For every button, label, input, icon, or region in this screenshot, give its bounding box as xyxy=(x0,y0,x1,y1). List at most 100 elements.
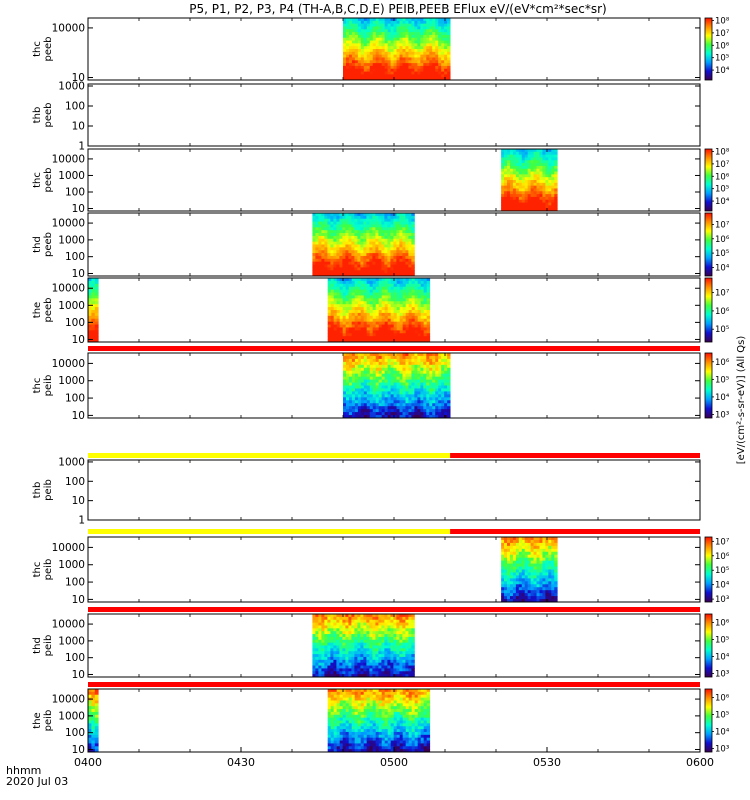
panel-3: 10 100 1000 10000 thc peeb 10⁴ 10⁵ 10⁶ 10⁷ 10⁸ xyxy=(32,147,730,215)
y-tick-label: 1000 xyxy=(58,635,85,647)
panel-frame xyxy=(87,148,701,212)
panel-7: 1 10 100 1000 thb peib xyxy=(32,456,701,527)
colorbar-tick-label: 10⁵ xyxy=(715,54,729,64)
spectrogram-block xyxy=(343,18,451,81)
colorbar-tick-label: 10³ xyxy=(715,745,729,755)
panel-label: thc xyxy=(32,172,43,188)
colorbar-tick-label: 10⁴ xyxy=(715,393,730,403)
colorbar: 10⁵ 10⁶ 10⁷ xyxy=(704,277,730,343)
colorbar-tick-label: 10³ xyxy=(715,595,729,605)
panel-6: 10 100 1000 10000 thc peib 10³ 10⁴ 10⁵ 10⁶ xyxy=(32,352,730,422)
panel-label: peib xyxy=(43,375,54,397)
colorbar: 10⁴ 10⁵ 10⁶ 10⁷ xyxy=(704,212,730,277)
colorbar-tick-label: 10⁵ xyxy=(715,185,729,195)
y-tick-label: 10 xyxy=(72,121,85,133)
y-tick-label: 100 xyxy=(65,476,85,488)
spectrogram-block xyxy=(501,537,558,603)
colorbar-tick-label: 10³ xyxy=(715,670,729,680)
x-tick-label: 0530 xyxy=(533,756,561,769)
panel-frame xyxy=(87,459,701,521)
colorbar: 10³ 10⁴ 10⁵ 10⁶ xyxy=(704,352,730,420)
status-bar xyxy=(88,607,700,612)
panel-label: peib xyxy=(43,635,54,657)
x-tick-label: 0430 xyxy=(227,756,255,769)
y-tick-label: 1000 xyxy=(58,170,85,182)
colorbar-tick-label: 10⁷ xyxy=(715,220,730,230)
panel-label: peeb xyxy=(43,298,54,323)
y-tick-label: 100 xyxy=(65,577,85,589)
panel-label: peeb xyxy=(43,168,54,193)
colorbar-tick-label: 10⁶ xyxy=(715,619,730,629)
status-segment xyxy=(88,529,451,534)
spectrogram-block xyxy=(343,353,451,419)
chart-title: P5, P1, P2, P3, P4 (TH-A,B,C,D,E) PEIB,P… xyxy=(189,2,606,16)
status-segment xyxy=(450,529,700,534)
y-tick-label: 10 xyxy=(72,72,85,84)
panel-label: thb xyxy=(32,482,43,499)
y-tick-label: 10000 xyxy=(52,358,85,370)
panel-label: peib xyxy=(43,559,54,581)
panel-2: 1 10 100 1000 thb peeb xyxy=(32,81,701,153)
panel-label: peeb xyxy=(43,103,54,128)
colorbar-tick-label: 10⁸ xyxy=(715,147,730,157)
y-tick-label: 10000 xyxy=(52,619,85,631)
panel-label: the xyxy=(32,712,43,728)
y-tick-label: 1000 xyxy=(58,300,85,312)
status-bar xyxy=(88,682,700,687)
colorbar: 10³ 10⁴ 10⁵ 10⁶ xyxy=(704,613,730,680)
status-segment xyxy=(88,453,451,458)
colorbar-tick-label: 10⁷ xyxy=(715,537,730,547)
colorbar-tick-label: 10⁵ xyxy=(715,325,729,335)
colorbar-tick-label: 10⁵ xyxy=(715,636,729,646)
y-tick-label: 1000 xyxy=(58,456,85,468)
status-segment xyxy=(88,682,700,687)
y-tick-label: 10 xyxy=(72,203,85,215)
y-tick-label: 100 xyxy=(65,186,85,198)
panel-label: thb xyxy=(32,107,43,124)
colorbar-tick-label: 10⁷ xyxy=(715,289,730,299)
panel-label: peeb xyxy=(43,232,54,257)
spectrogram-block xyxy=(501,149,558,212)
colorbar-tick-label: 10⁴ xyxy=(715,653,730,663)
x-tick-label: 0600 xyxy=(686,756,714,769)
y-tick-label: 10 xyxy=(72,410,85,422)
status-bar xyxy=(88,529,700,534)
colorbar: 10⁴ 10⁵ 10⁶ 10⁷ 10⁸ xyxy=(704,16,730,81)
y-tick-label: 100 xyxy=(65,393,85,405)
y-tick-label: 1 xyxy=(78,515,85,527)
y-tick-label: 10000 xyxy=(52,218,85,230)
colorbar-label: [eV/(cm²-s-sr-eV)] (All Qs) xyxy=(736,336,747,465)
colorbar-tick-label: 10⁸ xyxy=(715,16,730,26)
colorbar-tick-label: 10⁶ xyxy=(715,172,730,182)
y-tick-label: 10 xyxy=(72,669,85,681)
colorbar-tick-label: 10⁷ xyxy=(715,29,730,39)
status-segment xyxy=(88,346,700,351)
colorbar-tick-label: 10⁵ xyxy=(715,375,729,385)
y-tick-label: 10000 xyxy=(52,283,85,295)
spectrogram-block xyxy=(312,213,415,277)
panel-8: 10 100 1000 10000 thc peib 10³ 10⁴ 10⁵ 10⁶ 10⁷ xyxy=(32,536,730,606)
y-tick-label: 100 xyxy=(65,251,85,263)
panel-label: peib xyxy=(43,710,54,732)
colorbar: 10³ 10⁴ 10⁵ 10⁶ xyxy=(704,688,730,755)
panel-label: peeb xyxy=(43,37,54,62)
spectrogram-block xyxy=(312,614,415,678)
x-tick-label: 0500 xyxy=(380,756,408,769)
y-tick-label: 10000 xyxy=(52,153,85,165)
spectrogram-block xyxy=(327,689,431,753)
colorbar-tick-label: 10⁵ xyxy=(715,711,729,721)
date-label: 2020 Jul 03 xyxy=(6,775,68,788)
panel-label: peib xyxy=(43,479,54,501)
colorbar-tick-label: 10³ xyxy=(715,410,729,420)
spectrogram-block xyxy=(88,689,99,753)
colorbar-tick-label: 10⁵ xyxy=(715,566,729,576)
panel-frame xyxy=(87,536,701,603)
y-tick-label: 10 xyxy=(72,334,85,346)
colorbar-tick-label: 10⁵ xyxy=(715,249,729,259)
colorbar: 10³ 10⁴ 10⁵ 10⁶ 10⁷ xyxy=(704,536,730,605)
y-tick-label: 100 xyxy=(65,652,85,664)
y-tick-label: 10000 xyxy=(52,694,85,706)
panel-5: 10 100 1000 10000 the peeb 10⁵ 10⁶ 10⁷ xyxy=(32,277,730,346)
